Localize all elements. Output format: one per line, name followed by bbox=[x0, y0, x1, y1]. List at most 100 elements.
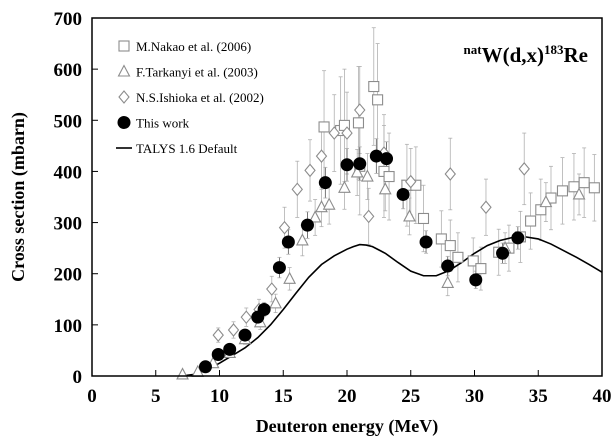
square-point bbox=[467, 255, 479, 267]
reaction-label-pre: nat bbox=[464, 42, 483, 57]
y-tick-label: 600 bbox=[54, 60, 83, 81]
triangle-point bbox=[322, 197, 336, 210]
talys-curve-layer bbox=[181, 236, 602, 376]
x-tick-label: 35 bbox=[529, 386, 548, 407]
diamond-point bbox=[405, 174, 417, 189]
triangle-point bbox=[403, 209, 416, 222]
legend-label: N.S.Ishioka et al. (2002) bbox=[136, 90, 264, 105]
triangle-point bbox=[360, 169, 374, 182]
circle-point bbox=[340, 158, 354, 172]
diamond-point bbox=[480, 200, 492, 215]
triangle-point bbox=[295, 233, 309, 246]
diamond-point bbox=[240, 310, 252, 325]
triangle-point bbox=[176, 367, 189, 380]
reaction-label: natW(d,x)183Re bbox=[464, 42, 588, 67]
circle-point bbox=[469, 273, 483, 287]
x-tick-label: 20 bbox=[338, 386, 357, 407]
y-tick-label: 700 bbox=[54, 9, 83, 30]
circle-point bbox=[272, 261, 286, 275]
y-tick-label: 200 bbox=[54, 265, 83, 286]
circle-point bbox=[496, 246, 510, 260]
circle-point bbox=[353, 157, 367, 171]
reaction-label-post: Re bbox=[564, 43, 589, 67]
diamond-point bbox=[341, 126, 353, 140]
legend-label: TALYS 1.6 Default bbox=[136, 141, 238, 156]
y-tick-label: 400 bbox=[54, 162, 83, 183]
square-point bbox=[417, 212, 430, 225]
x-tick-label: 30 bbox=[465, 386, 484, 407]
diamond-point bbox=[328, 126, 340, 140]
diamond-point bbox=[266, 282, 278, 296]
square-point bbox=[578, 177, 590, 189]
triangle-point bbox=[283, 271, 297, 284]
legend-swatch-circle bbox=[117, 116, 131, 129]
circle-point bbox=[419, 235, 433, 249]
circle-point bbox=[223, 342, 237, 356]
circle-point bbox=[380, 152, 394, 166]
diamond-point bbox=[518, 162, 530, 176]
diamond-point bbox=[362, 209, 375, 224]
triangle-point bbox=[572, 187, 586, 200]
legend-label: M.Nakao et al. (2006) bbox=[136, 39, 251, 54]
diamond-point bbox=[315, 149, 328, 163]
triangle-point bbox=[378, 182, 392, 195]
triangle-point bbox=[308, 210, 322, 223]
triangle-point bbox=[539, 194, 553, 208]
circle-point bbox=[211, 348, 225, 362]
circle-point bbox=[300, 218, 314, 232]
triangle-point bbox=[350, 165, 364, 178]
square-point bbox=[444, 240, 456, 252]
square-point bbox=[568, 181, 580, 193]
circle-point bbox=[257, 303, 271, 317]
y-tick-label: 300 bbox=[54, 214, 83, 235]
reaction-label-main: W(d,x) bbox=[482, 43, 544, 67]
circle-point bbox=[511, 231, 525, 245]
square-point bbox=[588, 182, 600, 194]
error-bars bbox=[180, 27, 597, 377]
x-tick-label: 40 bbox=[593, 386, 612, 407]
diamond-point bbox=[212, 328, 224, 342]
legend-label: F.Tarkanyi et al. (2003) bbox=[136, 65, 258, 80]
reaction-label-sup: 183 bbox=[544, 42, 564, 57]
square-point bbox=[318, 121, 330, 133]
triangle-point bbox=[269, 296, 283, 309]
diamond-point bbox=[354, 103, 366, 117]
x-axis-title: Deuteron energy (MeV) bbox=[256, 416, 439, 437]
square-point bbox=[475, 263, 487, 275]
square-point bbox=[556, 185, 569, 197]
diamond-point bbox=[291, 182, 303, 197]
square-point bbox=[525, 215, 537, 227]
square-point bbox=[372, 94, 384, 106]
legend: M.Nakao et al. (2006) F.Tarkanyi et al. (… bbox=[116, 39, 264, 156]
circle-point bbox=[441, 259, 455, 273]
x-tick-label: 15 bbox=[274, 386, 293, 407]
circle-point bbox=[198, 360, 212, 374]
x-tick-label: 25 bbox=[401, 386, 420, 407]
square-point bbox=[352, 117, 365, 129]
diamond-point bbox=[444, 167, 456, 181]
circle-point bbox=[238, 328, 252, 342]
diamond-point bbox=[278, 220, 291, 235]
x-axis-ticks: 0 5 10 15 20 25 30 35 40 bbox=[87, 370, 612, 407]
y-tick-label: 500 bbox=[54, 111, 83, 132]
triangle-point bbox=[338, 180, 351, 193]
circle-point bbox=[396, 187, 410, 201]
y-tick-label: 0 bbox=[73, 367, 83, 388]
data-markers bbox=[176, 80, 600, 380]
legend-swatch-triangle bbox=[117, 64, 131, 77]
talys-curve bbox=[181, 236, 602, 376]
x-tick-label: 5 bbox=[151, 386, 161, 407]
legend-swatch-diamond bbox=[118, 90, 130, 104]
legend-swatch-square bbox=[118, 40, 130, 52]
x-tick-label: 10 bbox=[210, 386, 229, 407]
square-point bbox=[435, 233, 447, 245]
y-axis-ticks: 0 100 200 300 400 500 600 700 bbox=[54, 9, 98, 388]
square-point bbox=[452, 251, 464, 263]
diamond-point bbox=[227, 323, 240, 337]
y-tick-label: 100 bbox=[54, 316, 83, 337]
circle-point bbox=[281, 235, 295, 249]
square-point bbox=[383, 170, 395, 183]
y-axis-title: Cross section (mbarn) bbox=[8, 112, 29, 282]
x-tick-label: 0 bbox=[87, 386, 97, 407]
